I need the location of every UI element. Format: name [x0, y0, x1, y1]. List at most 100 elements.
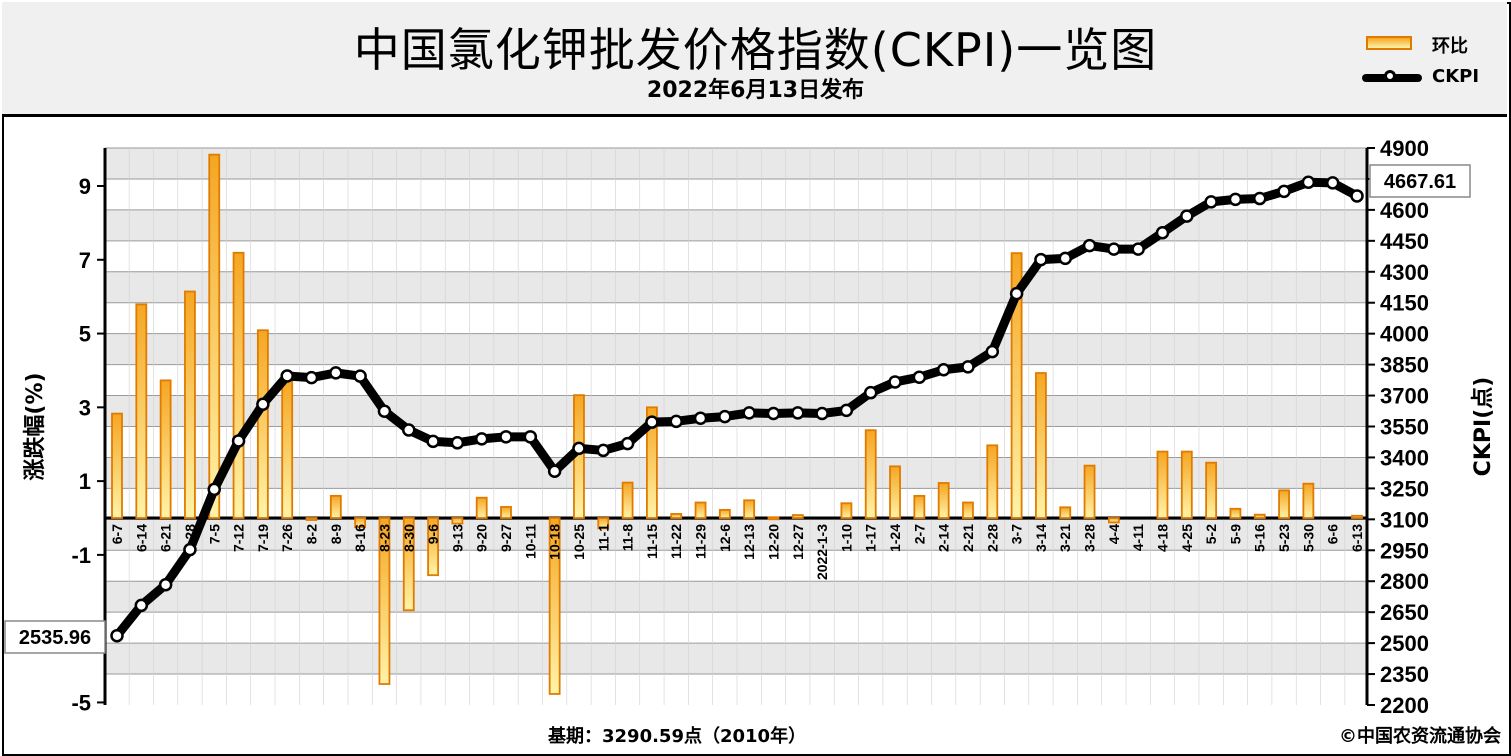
ckpi-point: [863, 385, 878, 400]
ckpi-point: [280, 369, 294, 383]
grid-band: [105, 457, 1367, 489]
right-tick-label: 2650: [1380, 600, 1429, 625]
x-tick-label: 9-13: [449, 524, 465, 552]
legend-item-line: CKPI: [1362, 64, 1502, 90]
x-tick-label: 4-25: [1179, 524, 1195, 552]
ckpi-point: [499, 430, 513, 444]
x-tick-label: 9-6: [425, 524, 441, 544]
bar: [1180, 450, 1193, 519]
ckpi-point: [669, 414, 683, 429]
bar: [111, 412, 123, 519]
chart-header: [2, 2, 1507, 117]
x-tick-label: 8-30: [401, 524, 417, 552]
bar: [1035, 372, 1047, 519]
left-tick-label: 5: [79, 322, 91, 347]
bar: [1278, 489, 1290, 519]
legend-bar-label: 环比: [1432, 36, 1468, 57]
ckpi-line: [112, 177, 1362, 641]
right-tick-label: 4150: [1380, 291, 1429, 316]
last-value-label-box: [1369, 164, 1471, 198]
bar: [1083, 464, 1096, 519]
grid-band: [105, 519, 1367, 551]
bar: [402, 517, 415, 612]
x-tick-label: 4-11: [1130, 524, 1146, 551]
grid-band: [105, 643, 1367, 675]
x-tick-label: 9-27: [498, 524, 514, 552]
bar: [329, 494, 342, 519]
x-tick-label: 7-12: [231, 524, 247, 552]
ckpi-point: [596, 443, 611, 458]
right-tick-label: 2350: [1380, 662, 1429, 687]
bar: [986, 444, 999, 519]
x-tick-label: 2022-1-3: [814, 524, 830, 580]
bar: [694, 501, 707, 519]
ckpi-point: [523, 430, 538, 444]
bar: [184, 290, 196, 519]
ckpi-point: [426, 434, 440, 449]
x-tick-label: 11-15: [644, 524, 660, 559]
bar: [889, 465, 901, 519]
x-tick-label: 6-13: [1349, 524, 1365, 552]
ckpi-point: [1107, 242, 1121, 256]
bar: [159, 379, 172, 519]
x-tick-label: 6-7: [109, 524, 125, 544]
left-tick-label: 1: [79, 469, 91, 494]
grid-band: [105, 550, 1367, 582]
ckpi-point: [1325, 176, 1340, 190]
bar: [281, 378, 294, 519]
ckpi-point: [766, 406, 781, 421]
right-tick-label: 4450: [1380, 229, 1429, 254]
ckpi-point: [134, 598, 149, 613]
ckpi-point: [183, 542, 197, 557]
x-tick-label: 7-5: [206, 524, 222, 544]
left-tick-label: -1: [71, 543, 91, 568]
ckpi-point: [1180, 209, 1194, 223]
x-tick-label: 11-22: [668, 524, 684, 559]
ckpi-point: [742, 406, 756, 420]
x-tick-label: 12-6: [717, 524, 733, 552]
x-tick-label: 2-7: [911, 524, 927, 544]
x-tick-label: 11-8: [620, 524, 636, 551]
right-tick-label: 3850: [1380, 353, 1429, 378]
bar: [1205, 461, 1218, 519]
ckpi-point: [1301, 175, 1316, 189]
bar: [1253, 513, 1266, 519]
ckpi-point: [1082, 238, 1097, 253]
ckpi-point: [256, 397, 270, 411]
x-tick-label: 8-16: [352, 524, 368, 552]
chart-title: 中国氯化钾批发价格指数(CKPI)一览图: [353, 23, 1158, 77]
ckpi-point: [1058, 251, 1072, 266]
chart-legend: 环比 CKPI: [1362, 30, 1502, 100]
x-tick-label: 11-1: [595, 524, 611, 551]
x-tick-label: 10-25: [571, 524, 587, 560]
ckpi-point: [329, 366, 343, 380]
x-tick-label: 3-14: [1033, 524, 1049, 552]
grid-band: [105, 426, 1367, 458]
bar: [451, 517, 464, 525]
grid-band: [105, 488, 1367, 520]
right-axis-title: CKPI(点): [1470, 377, 1496, 477]
grid-band: [105, 674, 1367, 705]
ckpi-point: [961, 360, 975, 374]
grid-band: [105, 240, 1367, 272]
bar: [208, 153, 221, 519]
x-tick-label: 1-24: [887, 524, 903, 552]
grid-band: [105, 178, 1367, 210]
right-tick-label: 3700: [1380, 384, 1429, 409]
ckpi-point: [1155, 226, 1170, 240]
right-tick-label: 2500: [1380, 631, 1429, 656]
ckpi-point: [620, 436, 635, 451]
x-tick-label: 6-14: [133, 524, 149, 552]
first-value-label-box: [4, 620, 106, 654]
ckpi-point: [1131, 242, 1145, 256]
bar: [1059, 506, 1072, 519]
ckpi-point: [791, 406, 805, 420]
ckpi-point: [304, 370, 319, 385]
bar: [962, 501, 974, 519]
bar: [1229, 507, 1242, 519]
bar: [1010, 252, 1023, 519]
x-tick-label: 6-21: [158, 524, 174, 552]
x-tick-label: 4-4: [1106, 524, 1122, 544]
ckpi-point: [474, 432, 489, 446]
x-tick-label: 10-18: [547, 524, 563, 560]
